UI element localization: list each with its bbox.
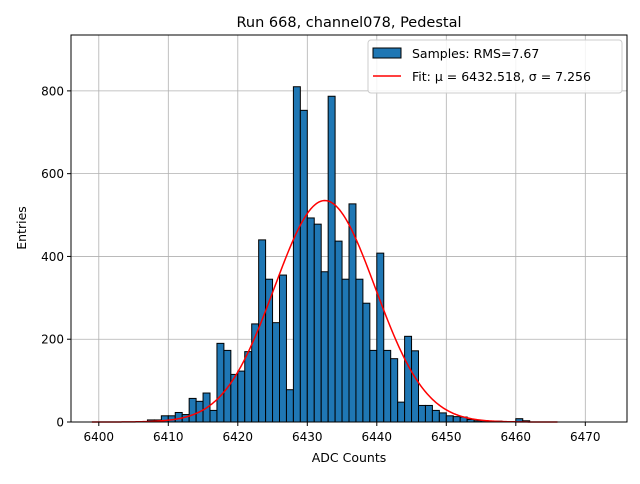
histogram-bar [431,409,440,423]
y-tick-label: 0 [56,416,64,430]
histogram-bar [244,351,253,423]
histogram-bar [397,401,406,423]
tick-layer: 6400 6410 6420 6430 6440 6450 6460 6470 0 200 400 6… [41,84,600,444]
histogram-bars [146,86,531,423]
histogram-bar [341,278,350,423]
histogram-bar [258,239,267,423]
histogram-bar [362,302,371,423]
histogram-bar [383,349,392,423]
x-axis-label: ADC Counts [312,450,387,465]
histogram-bar [418,404,426,423]
x-tick-label: 6430 [292,430,323,444]
histogram-bar [279,274,287,423]
histogram-bar [272,322,280,423]
histogram-bar [320,271,329,423]
histogram-bar [327,95,336,423]
histogram-bar [411,350,419,423]
x-tick-label: 6450 [431,430,462,444]
histogram-bar [355,278,364,423]
x-tick-label: 6410 [153,430,184,444]
x-tick-label: 6440 [362,430,393,444]
fit-curve-layer [91,199,558,423]
histogram-bar [251,323,260,423]
histogram-bar [306,217,315,423]
histogram-bar [174,411,183,423]
histogram-bar [188,397,197,423]
histogram-bar [334,240,343,423]
histogram-bar [369,349,378,423]
histogram-bar [313,223,322,423]
gaussian-fit-curve [91,199,558,423]
axes-frame [70,34,628,423]
x-tick-label: 6470 [570,430,601,444]
x-tick-label: 6420 [223,430,254,444]
legend-label-fit: Fit: μ = 6432.518, σ = 7.256 [412,69,591,84]
y-tick-label: 400 [41,250,64,264]
histogram-bar [216,342,225,423]
histogram-bar [223,349,232,423]
y-tick-label: 600 [41,167,64,181]
histogram-bar [237,370,246,423]
histogram-bar [292,86,301,423]
chart-title: Run 668, channel078, Pedestal [236,15,461,31]
y-tick-label: 800 [41,84,64,98]
legend-swatch-histogram [372,47,402,59]
histogram-bar [424,404,433,423]
histogram-bar [390,358,399,423]
histogram-bar [404,335,413,423]
y-axis-label: Entries [14,206,29,250]
x-tick-label: 6400 [84,430,115,444]
histogram-bar [376,252,385,423]
histogram-bar [438,412,447,423]
histogram-bar [452,416,461,423]
legend: Samples: RMS=7.67 Fit: μ = 6432.518, σ =… [367,39,623,94]
legend-label-histogram: Samples: RMS=7.67 [412,46,539,61]
y-tick-label: 200 [41,333,64,347]
legend-box [367,39,623,94]
histogram-bar [445,415,454,423]
histogram-bar [285,389,294,423]
histogram-bar [299,109,308,423]
histogram-bar [209,409,218,423]
x-tick-label: 6460 [501,430,532,444]
